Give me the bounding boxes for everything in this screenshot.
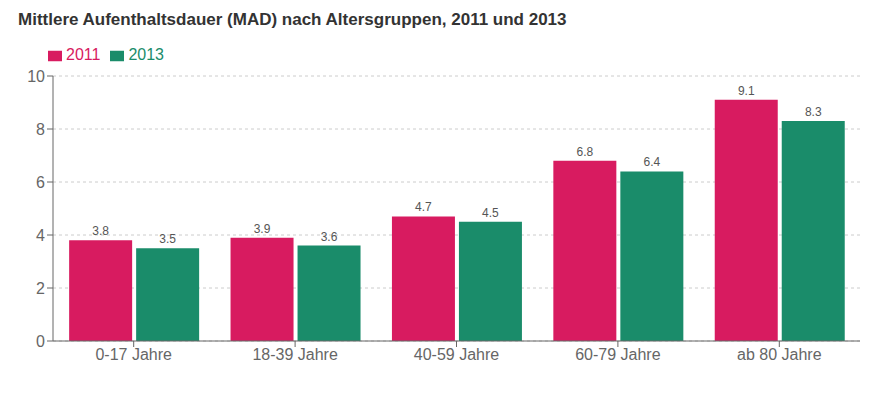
svg-text:6.4: 6.4 [643, 155, 660, 169]
svg-text:9.1: 9.1 [738, 84, 755, 98]
svg-text:3.9: 3.9 [254, 222, 271, 236]
svg-text:0: 0 [36, 333, 45, 350]
svg-text:6.8: 6.8 [576, 145, 593, 159]
svg-text:60-79 Jahre: 60-79 Jahre [575, 346, 660, 363]
svg-text:3.6: 3.6 [321, 230, 338, 244]
html-text:Mittlere Aufenthaltsdauer (MAD: Mittlere Aufenthaltsdauer (MAD) nach Alt… [18, 10, 567, 29]
svg-text:2: 2 [36, 280, 45, 297]
svg-text:3.8: 3.8 [92, 224, 109, 238]
svg-text:ab 80 Jahre: ab 80 Jahre [737, 346, 822, 363]
html-text:2013: 2013 [128, 46, 164, 63]
svg-text:6: 6 [36, 174, 45, 191]
svg-text:8: 8 [36, 121, 45, 138]
svg-text:10: 10 [27, 68, 45, 85]
svg-text:40-59 Jahre: 40-59 Jahre [414, 346, 499, 363]
svg-text:4: 4 [36, 227, 45, 244]
svg-text:0-17 Jahre: 0-17 Jahre [95, 346, 172, 363]
svg-text:3.5: 3.5 [159, 232, 176, 246]
html-text:2011: 2011 [66, 46, 101, 63]
svg-text:8.3: 8.3 [805, 105, 822, 119]
svg-text:4.7: 4.7 [415, 200, 432, 214]
svg-text:4.5: 4.5 [482, 206, 499, 220]
svg-text:18-39 Jahre: 18-39 Jahre [252, 346, 337, 363]
